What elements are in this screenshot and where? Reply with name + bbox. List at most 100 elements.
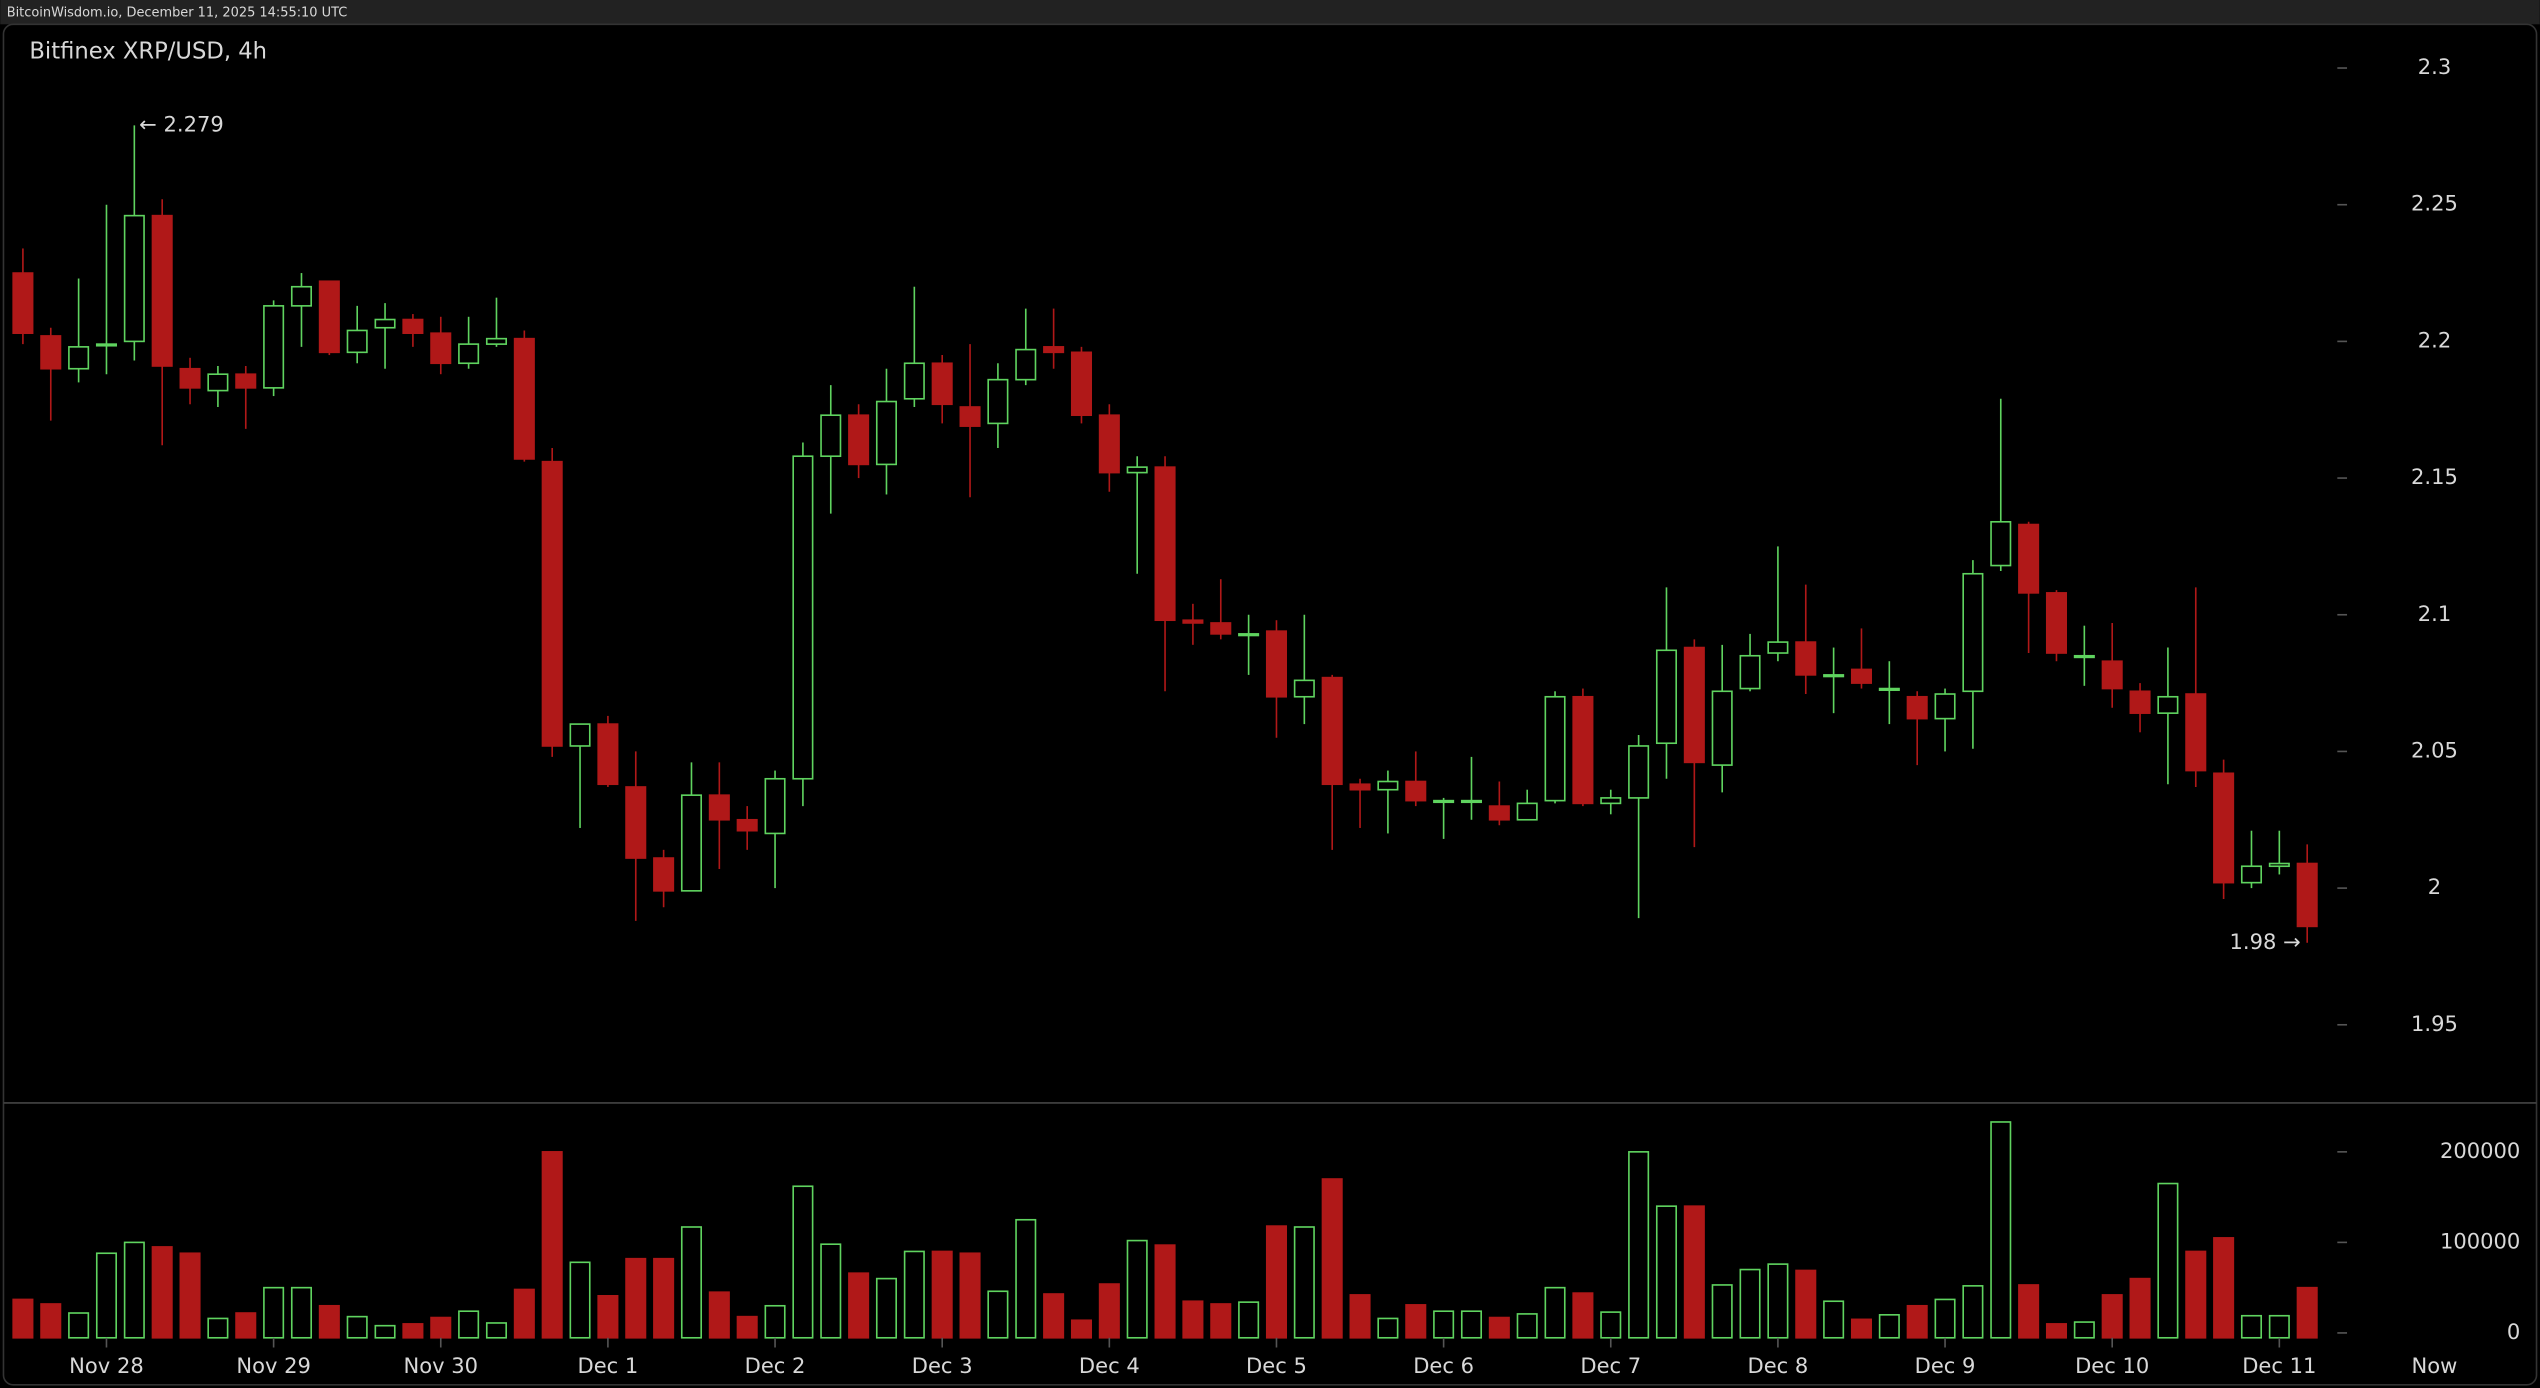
candle-body — [402, 318, 424, 335]
volume-bar — [1711, 1284, 1733, 1339]
candle-body — [597, 723, 619, 786]
candle-body — [1850, 668, 1873, 684]
volume-bar — [1321, 1178, 1343, 1339]
candle-body — [1321, 676, 1343, 786]
x-tick-label: Nov 29 — [236, 1353, 311, 1378]
x-tick-label: Dec 2 — [745, 1353, 806, 1378]
volume-bar — [207, 1317, 229, 1339]
candle-body — [1767, 641, 1789, 654]
volume-bar — [2213, 1237, 2235, 1339]
volume-bar — [1795, 1269, 1817, 1339]
candle-body — [2018, 523, 2040, 594]
volume-bar — [1990, 1121, 2012, 1339]
x-tick-label: Dec 11 — [2242, 1353, 2316, 1378]
candle-body — [1349, 783, 1371, 791]
x-tick-label: Nov 28 — [69, 1353, 144, 1378]
candle-body — [1293, 679, 1315, 698]
candle-body — [1544, 695, 1566, 802]
candle-body — [1238, 633, 1260, 637]
candle-body — [1433, 799, 1455, 804]
high-annotation: ← 2.279 — [139, 111, 224, 136]
candle-body — [820, 414, 842, 458]
volume-bar — [653, 1257, 675, 1339]
volume-bar — [318, 1304, 340, 1339]
volume-bar — [374, 1324, 396, 1339]
candle-body — [1962, 572, 1984, 693]
candle-body — [680, 794, 703, 892]
candle-body — [151, 214, 173, 367]
candle-body — [68, 346, 90, 370]
candle-body — [736, 818, 758, 832]
candle-body — [1377, 780, 1399, 791]
now-label: Now — [2412, 1353, 2458, 1378]
volume-bar — [903, 1250, 925, 1339]
volume-tick-label: 0 — [2507, 1319, 2520, 1344]
volume-bar — [1154, 1244, 1176, 1339]
volume-bar — [1850, 1318, 1873, 1339]
candle-body — [903, 362, 925, 400]
volume-bar — [2101, 1294, 2123, 1339]
candle-body — [569, 723, 591, 747]
candle-body — [1795, 641, 1817, 676]
volume-bar — [1683, 1205, 1705, 1339]
candle-body — [458, 343, 480, 365]
candle-body — [1906, 695, 1928, 720]
top-bar — [0, 0, 2540, 25]
volume-bar — [1544, 1286, 1566, 1339]
volume-bar — [875, 1277, 898, 1339]
volume-bar — [458, 1310, 480, 1339]
volume-bar — [1628, 1151, 1650, 1339]
candle-body — [848, 414, 870, 466]
candle-body — [1460, 799, 1483, 804]
volume-bar — [820, 1243, 842, 1339]
volume-bar — [346, 1315, 368, 1339]
candle-body — [290, 285, 313, 307]
y-tick-label: 1.95 — [2411, 1011, 2458, 1036]
volume-bar — [68, 1312, 90, 1339]
volume-bar — [123, 1241, 145, 1339]
volume-bar — [1182, 1300, 1204, 1339]
candle-body — [485, 337, 508, 345]
candle-body — [2213, 772, 2235, 884]
volume-bar — [680, 1226, 703, 1339]
volume-tick-label: 100000 — [2440, 1228, 2520, 1253]
volume-bar — [1210, 1303, 1232, 1339]
x-tick-label: Dec 6 — [1413, 1353, 1474, 1378]
volume-bar — [2129, 1277, 2151, 1339]
volume-bar — [597, 1295, 619, 1339]
x-tick-label: Dec 7 — [1580, 1353, 1641, 1378]
candle-body — [1098, 414, 1120, 474]
candle-body — [374, 318, 396, 329]
volume-bar — [1655, 1205, 1678, 1339]
chart-title: Bitfinex XRP/USD, 4h — [29, 38, 267, 64]
volume-bar — [1739, 1268, 1761, 1339]
volume-bar — [151, 1246, 173, 1339]
candle-body — [1182, 619, 1204, 624]
volume-bar — [736, 1315, 758, 1339]
volume-bar — [290, 1286, 313, 1339]
candle-body — [931, 362, 953, 406]
x-tick-label: Dec 10 — [2075, 1353, 2149, 1378]
volume-bar — [513, 1288, 535, 1339]
candle-body — [2129, 690, 2151, 714]
candle-body — [1126, 466, 1148, 474]
volume-bar — [1906, 1304, 1928, 1339]
candle-body — [625, 786, 647, 859]
y-tick-label: 2.1 — [2418, 601, 2451, 626]
y-tick-label: 2.3 — [2418, 54, 2451, 79]
volume-bar — [541, 1151, 563, 1339]
volume-bar — [2185, 1250, 2207, 1339]
candle-body — [2045, 592, 2068, 654]
volume-bar — [1238, 1301, 1260, 1339]
volume-bar — [2240, 1314, 2263, 1339]
volume-bar — [1823, 1300, 1845, 1339]
candle-body — [1739, 654, 1761, 690]
candle-body — [235, 373, 257, 389]
volume-bar — [1572, 1292, 1594, 1339]
volume-bar — [931, 1250, 953, 1339]
candle-body — [541, 460, 563, 747]
candle-body — [1823, 674, 1845, 678]
candle-body — [2185, 693, 2207, 772]
x-tick-label: Dec 3 — [912, 1353, 973, 1378]
